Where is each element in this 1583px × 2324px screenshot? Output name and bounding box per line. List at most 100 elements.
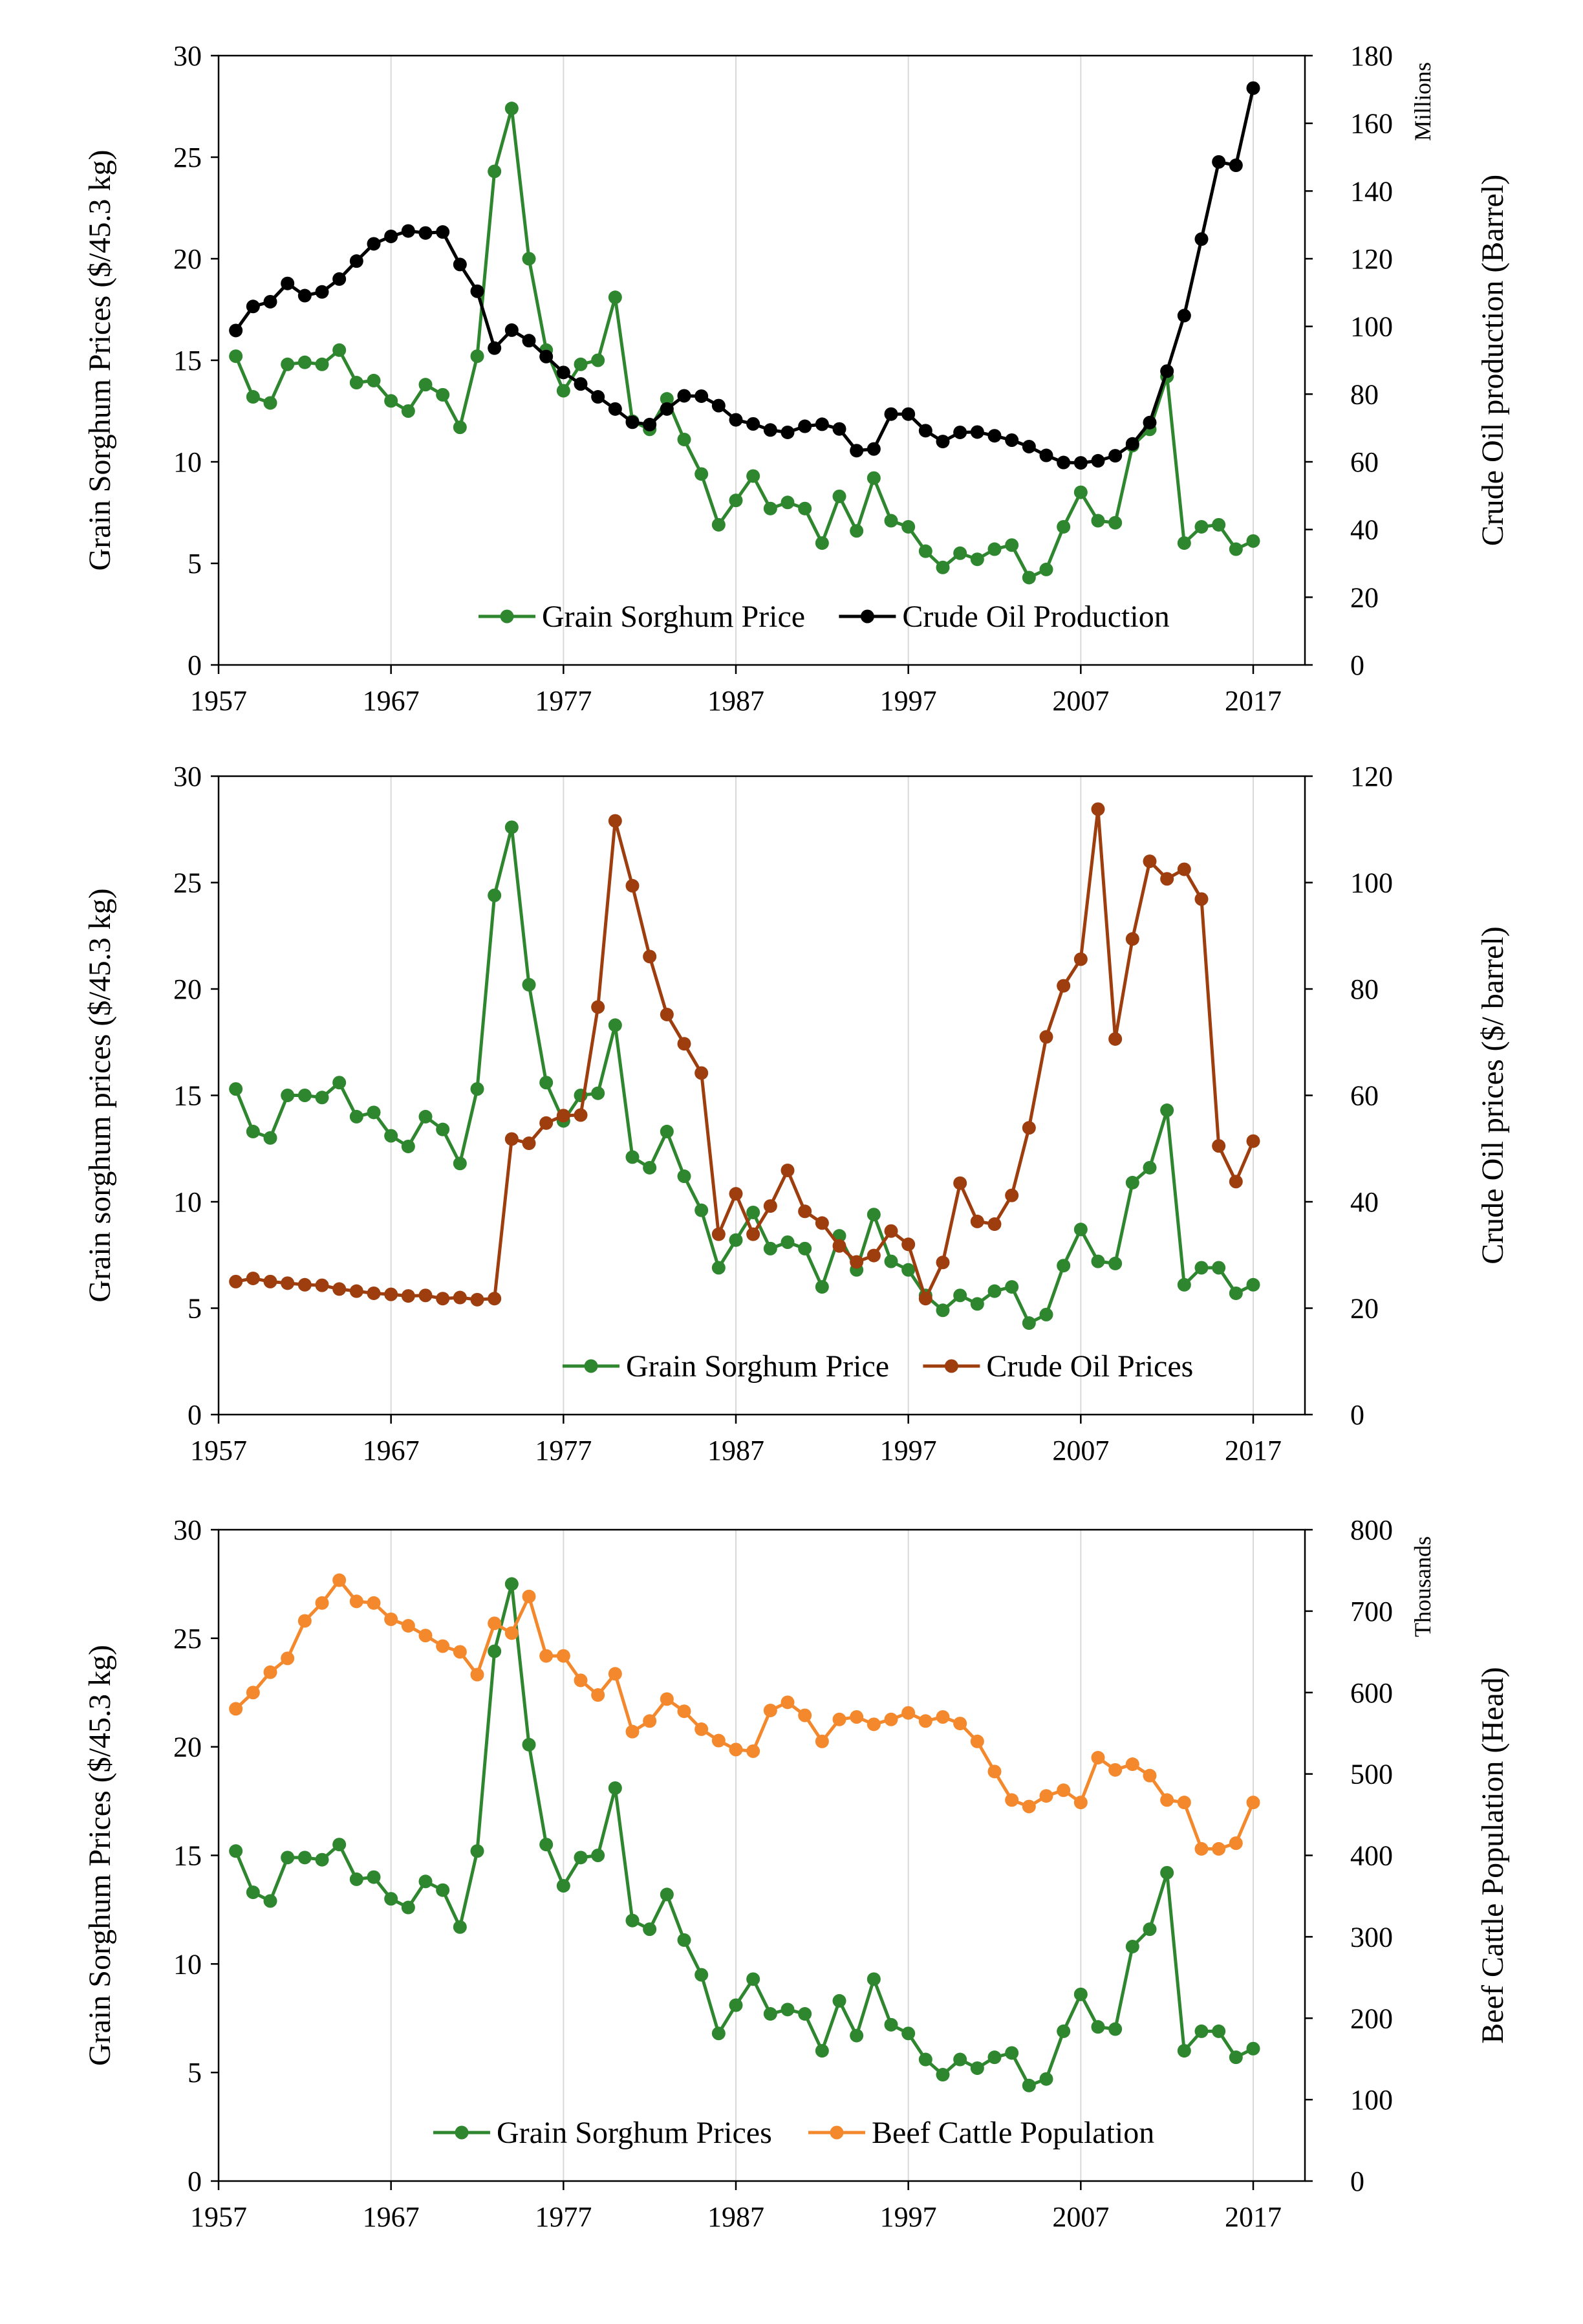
- series-point-2: [832, 1712, 846, 1726]
- y-left-axis-title: Grain Sorghum Prices ($/45.3 kg): [83, 149, 117, 570]
- series-point-1: [815, 536, 829, 550]
- x-tick-label: 1977: [535, 2201, 592, 2233]
- series-point-2: [815, 1734, 829, 1748]
- series-point-1: [591, 1086, 605, 1100]
- series-point-1: [608, 290, 622, 305]
- series-point-2: [401, 1289, 415, 1303]
- series-point-2: [436, 1292, 450, 1306]
- series-point-1: [884, 2017, 898, 2032]
- series-point-1: [488, 1644, 502, 1658]
- series-point-1: [297, 355, 312, 369]
- series-point-2: [488, 1616, 502, 1631]
- series-point-2: [367, 1596, 381, 1610]
- y-right-axis-title: Crude Oil prices ($/ barrel): [1476, 926, 1510, 1264]
- legend-label: Crude Oil Production: [902, 600, 1169, 634]
- series-point-1: [781, 2003, 795, 2017]
- series-point-1: [1073, 485, 1088, 499]
- series-point-1: [418, 378, 433, 392]
- y-left-tick-label: 20: [173, 973, 202, 1005]
- series-point-2: [1073, 1796, 1088, 1810]
- series-point-1: [332, 343, 347, 357]
- series-point-2: [608, 402, 622, 416]
- x-tick-label: 1967: [363, 1435, 420, 1466]
- series-point-1: [1194, 519, 1209, 534]
- y-left-tick-label: 15: [173, 345, 202, 376]
- y-left-tick-label: 15: [173, 1080, 202, 1112]
- series-point-2: [1125, 932, 1139, 946]
- series-point-2: [781, 425, 795, 439]
- series-point-2: [315, 1596, 329, 1610]
- series-point-2: [625, 878, 640, 893]
- series-point-2: [1022, 1799, 1036, 1814]
- y-left-tick-label: 20: [173, 243, 202, 275]
- series-point-1: [729, 494, 743, 508]
- legend: Grain Sorghum Price Crude Oil Production: [479, 600, 1170, 634]
- series-point-2: [1057, 1783, 1071, 1797]
- x-tick-label: 2007: [1052, 1435, 1109, 1466]
- series-point-2: [1091, 1750, 1105, 1765]
- series-point-2: [504, 1626, 519, 1640]
- series-point-2: [746, 417, 760, 431]
- series-point-2: [711, 1733, 726, 1748]
- series-point-1: [1160, 1865, 1174, 1880]
- series-point-2: [884, 407, 898, 421]
- series-point-1: [1212, 1261, 1226, 1275]
- legend-swatch-marker: [455, 2125, 469, 2140]
- x-tick-label: 1957: [190, 2201, 247, 2233]
- series-point-2: [729, 1187, 743, 1201]
- legend-swatch-marker: [830, 2125, 844, 2140]
- series-point-1: [867, 471, 881, 485]
- series-point-1: [1005, 2046, 1019, 2060]
- series-point-2: [1160, 364, 1174, 378]
- series-point-2: [1125, 437, 1139, 451]
- series-point-1: [625, 1150, 640, 1164]
- series-point-2: [695, 1066, 709, 1080]
- series-point-1: [1073, 1222, 1088, 1237]
- y-right-tick-label: 20: [1350, 1293, 1379, 1325]
- y-left-tick-label: 30: [173, 761, 202, 792]
- y-right-tick-label: 40: [1350, 1186, 1379, 1218]
- series-point-2: [832, 422, 846, 436]
- series-point-1: [488, 164, 502, 179]
- series-point-1: [436, 1883, 450, 1897]
- series-point-1: [970, 552, 984, 567]
- series-point-1: [367, 1870, 381, 1884]
- series-point-2: [1194, 892, 1209, 906]
- series-point-1: [884, 514, 898, 528]
- series-point-1: [556, 384, 570, 398]
- series-point-1: [918, 2052, 932, 2067]
- series-point-2: [488, 341, 502, 355]
- series-point-1: [918, 544, 932, 558]
- y-left-tick-label: 5: [188, 2057, 202, 2089]
- series-point-1: [729, 1998, 743, 2012]
- series-point-1: [1022, 570, 1036, 585]
- series-point-2: [522, 1136, 536, 1151]
- series-point-2: [677, 1037, 691, 1051]
- series-point-2: [297, 288, 312, 303]
- series-point-1: [1039, 2072, 1053, 2086]
- y-left-tick-label: 30: [173, 1514, 202, 1546]
- x-tick-label: 1987: [707, 2201, 764, 2233]
- y-left-axis-title: Grain sorghum prices ($/45.3 kg): [83, 888, 117, 1302]
- series-point-1: [504, 102, 519, 116]
- series-point-2: [470, 1667, 484, 1682]
- series-point-2: [798, 419, 812, 433]
- series-point-1: [867, 1208, 881, 1222]
- series-point-1: [798, 2007, 812, 2021]
- series-point-2: [263, 294, 277, 309]
- series-point-2: [349, 1594, 363, 1609]
- series-point-2: [367, 1286, 381, 1300]
- y-right-tick-label: 160: [1350, 108, 1393, 140]
- y-left-tick-label: 10: [173, 1948, 202, 1980]
- y-left-tick-label: 20: [173, 1732, 202, 1763]
- x-tick-label: 1957: [190, 1435, 247, 1466]
- chart-panel-3: 1957 1967 1977 1987 1997 2007 2017 0 5 10 15 20 25 30…: [83, 1514, 1510, 2233]
- series-point-2: [263, 1665, 277, 1679]
- series-point-1: [1160, 1103, 1174, 1118]
- series-point-1: [453, 420, 467, 435]
- series-point-2: [832, 1239, 846, 1253]
- series-point-2: [384, 1287, 398, 1301]
- series-point-2: [781, 1163, 795, 1177]
- series-point-2: [297, 1277, 312, 1292]
- series-point-1: [987, 1284, 1002, 1298]
